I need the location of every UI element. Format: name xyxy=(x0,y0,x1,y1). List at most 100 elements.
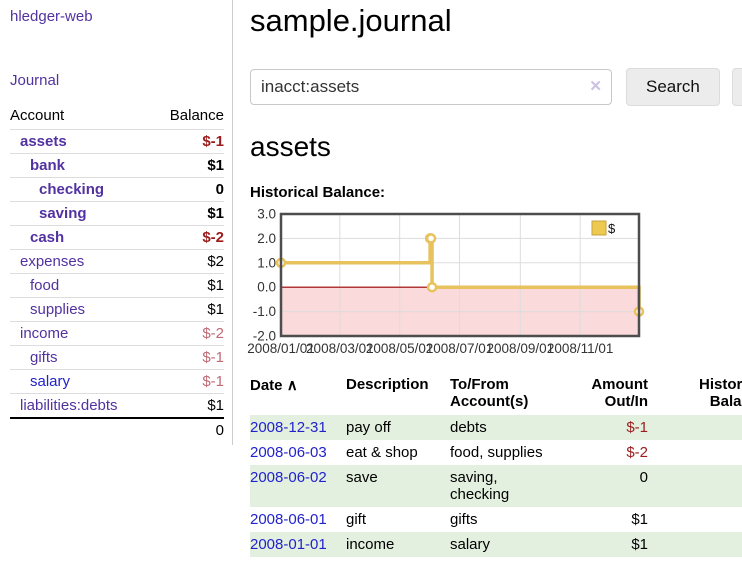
account-row: bank $1 xyxy=(10,153,224,178)
transaction-date-link[interactable]: 2008-01-01 xyxy=(250,536,327,553)
accounts-header-account: Account xyxy=(10,107,65,124)
account-row: income $-2 xyxy=(10,321,224,346)
account-row: expenses $2 xyxy=(10,249,224,274)
chart-title: Historical Balance: xyxy=(250,184,386,201)
svg-text:1.0: 1.0 xyxy=(257,255,276,270)
account-link-assets[interactable]: assets xyxy=(20,133,67,150)
account-link-gifts[interactable]: gifts xyxy=(30,349,58,366)
register-row: 2008-01-01 income salary $1 $1 xyxy=(250,532,742,557)
svg-text:2008/03/01: 2008/03/01 xyxy=(306,341,374,356)
account-row: supplies $1 xyxy=(10,297,224,322)
register-row: 2008-06-02 save saving, checking 0 $2 xyxy=(250,465,742,507)
register-row: 2008-06-01 gift gifts $1 $2 xyxy=(250,507,742,532)
transaction-balance: 0 xyxy=(650,440,742,465)
account-balance: $1 xyxy=(207,205,224,222)
account-heading: assets xyxy=(250,131,331,162)
svg-text:$: $ xyxy=(608,221,616,236)
account-balance: $1 xyxy=(207,397,224,414)
svg-text:3.0: 3.0 xyxy=(257,208,276,222)
transaction-date-link[interactable]: 2008-06-01 xyxy=(250,511,327,528)
account-link-checking[interactable]: checking xyxy=(39,181,105,198)
account-row: gifts $-1 xyxy=(10,345,224,370)
historical-balance-chart: $3.0 2.0 1.0 0.0 -1.0 -2.0 2008/01/01 2008/03/0… xyxy=(245,207,742,364)
transaction-amount: 0 xyxy=(639,469,648,486)
transaction-date-link[interactable]: 2008-12-31 xyxy=(250,419,327,436)
register-header-amount: Amount Out/In xyxy=(591,376,648,410)
clear-search-icon[interactable]: ✕ xyxy=(589,78,602,95)
register-row: 2008-06-03 eat & shop food, supplies $-2… xyxy=(250,440,742,465)
account-balance: $1 xyxy=(207,157,224,174)
account-balance: $1 xyxy=(207,277,224,294)
transaction-description: gift xyxy=(346,511,367,528)
transaction-balance: $1 xyxy=(650,532,742,557)
transaction-amount: $-1 xyxy=(626,419,648,436)
account-link-bank[interactable]: bank xyxy=(30,157,66,174)
register-row: 2008-12-31 pay off debts $-1 $-1 xyxy=(250,415,742,440)
account-balance: $-1 xyxy=(202,373,224,390)
account-balance: $-2 xyxy=(202,229,224,246)
account-row: checking 0 xyxy=(10,177,224,202)
svg-text:2008/01/01: 2008/01/01 xyxy=(247,341,315,356)
svg-text:2008/05/01: 2008/05/01 xyxy=(366,341,434,356)
account-balance: $2 xyxy=(207,253,224,270)
main-content: sample.journal ✕ Search ? assets Histori… xyxy=(233,0,742,567)
transaction-amount: $-2 xyxy=(626,444,648,461)
transaction-balance: $2 xyxy=(650,465,742,507)
register-header-description: Description xyxy=(346,376,429,393)
transaction-accounts: food, supplies xyxy=(450,444,543,461)
transaction-balance: $-1 xyxy=(650,415,742,440)
date-header-label: Date xyxy=(250,377,283,394)
account-link-salary[interactable]: salary xyxy=(30,373,71,390)
register-header-accounts: To/From Account(s) xyxy=(450,376,529,410)
sort-asc-icon: ∧ xyxy=(286,377,298,394)
app-title-link[interactable]: hledger-web xyxy=(10,8,93,25)
account-row: assets $-1 xyxy=(10,129,224,154)
register-header-balance: Historical Balance xyxy=(698,376,742,410)
transaction-description: pay off xyxy=(346,419,391,436)
accounts-header-balance: Balance xyxy=(169,107,224,124)
account-link-food[interactable]: food xyxy=(30,277,60,294)
svg-text:2008/11/01: 2008/11/01 xyxy=(547,341,614,356)
svg-text:0.0: 0.0 xyxy=(257,280,276,295)
account-link-cash[interactable]: cash xyxy=(30,229,65,246)
account-row: saving $1 xyxy=(10,201,224,226)
transaction-date-link[interactable]: 2008-06-02 xyxy=(250,469,327,486)
help-button[interactable]: ? xyxy=(731,68,742,106)
account-link-saving[interactable]: saving xyxy=(39,205,87,222)
transaction-date-link[interactable]: 2008-06-03 xyxy=(250,444,327,461)
register-header-date[interactable]: Date ∧ xyxy=(250,374,346,415)
search-input[interactable] xyxy=(250,69,612,105)
transaction-accounts: salary xyxy=(450,536,491,553)
account-balance: $-1 xyxy=(202,349,224,366)
page-title: sample.journal xyxy=(250,3,452,38)
account-link-supplies[interactable]: supplies xyxy=(30,301,86,318)
account-balance: 0 xyxy=(215,181,224,198)
svg-text:2.0: 2.0 xyxy=(257,231,276,246)
page: hledger-web Journal Account Balance asse… xyxy=(10,0,742,567)
accounts-total: 0 xyxy=(152,417,224,442)
account-balance: $-2 xyxy=(202,325,224,342)
sidebar-journal-link[interactable]: Journal xyxy=(10,72,60,89)
register-header-row: Date ∧ Description To/From Account(s) Am… xyxy=(250,374,742,415)
transaction-accounts: debts xyxy=(450,419,487,436)
transaction-amount: $1 xyxy=(631,536,648,553)
register-table: Date ∧ Description To/From Account(s) Am… xyxy=(250,374,742,557)
svg-text:2008/09/01: 2008/09/01 xyxy=(487,341,555,356)
search-button[interactable]: Search xyxy=(626,68,720,106)
accounts-header-row: Account Balance xyxy=(10,105,224,130)
transaction-amount: $1 xyxy=(631,511,648,528)
transaction-accounts: gifts xyxy=(450,511,478,528)
account-link-income[interactable]: income xyxy=(20,325,69,342)
svg-text:-2.0: -2.0 xyxy=(253,329,276,344)
account-row: salary $-1 xyxy=(10,369,224,394)
account-balance: $1 xyxy=(207,301,224,318)
transaction-description: eat & shop xyxy=(346,444,418,461)
transaction-description: save xyxy=(346,469,378,486)
account-row: liabilities:debts $1 xyxy=(10,393,224,419)
search-bar: ✕ Search ? xyxy=(250,68,742,106)
account-link-liabilities-debts[interactable]: liabilities:debts xyxy=(20,397,118,414)
accounts-table: Account Balance assets $-1 bank $1 check… xyxy=(10,105,224,442)
spacer xyxy=(10,417,153,442)
account-link-expenses[interactable]: expenses xyxy=(20,253,85,270)
svg-text:-1.0: -1.0 xyxy=(253,304,276,319)
